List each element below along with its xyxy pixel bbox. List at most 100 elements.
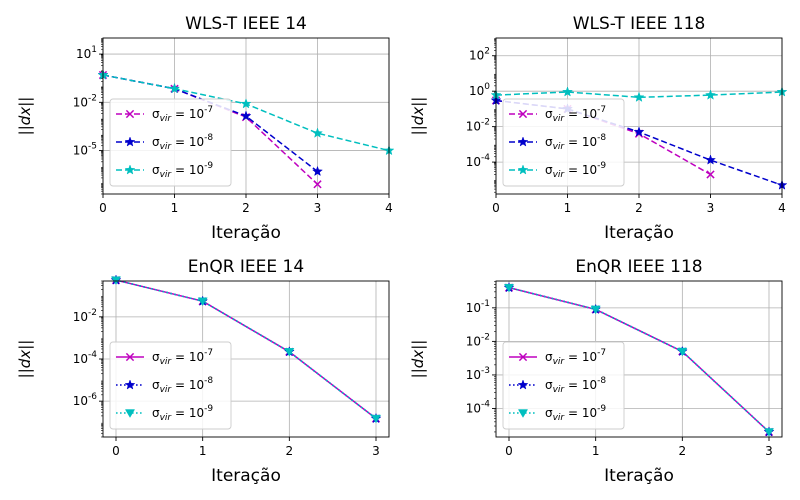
legend-label: σvir = 10-9: [152, 161, 213, 180]
data-point: [633, 91, 645, 102]
legend-box: [109, 98, 232, 187]
data-point: [312, 127, 323, 138]
legend-label: σvir = 10-9: [545, 404, 606, 423]
legend-marker: [125, 109, 135, 119]
chart-panel-3: 0 1 2 3 10-1 10-2 10-3 10-4 EnQR IEEE 118 Iteraçã…: [409, 257, 783, 486]
x-tick-label: 0: [505, 444, 513, 458]
plot-frame: [495, 280, 783, 438]
data-point: [284, 348, 295, 357]
x-axis-label: Iteração: [604, 466, 674, 486]
legend-label: σvir = 10-7: [152, 105, 213, 124]
y-tick-label: 10-2: [73, 308, 97, 324]
legend: σvir = 10-7 σvir = 10-8 σvir = 10-9: [109, 98, 232, 187]
x-tick-label: 2: [242, 201, 250, 215]
data-point: [562, 86, 573, 97]
y-axis-label: ||dx||: [16, 97, 34, 136]
legend-label: σvir = 10-7: [545, 105, 606, 124]
x-tick-label: 2: [635, 201, 643, 215]
legend-marker: [125, 352, 135, 362]
series-line: [115, 279, 377, 420]
data-point: [503, 283, 515, 293]
series-2: [503, 283, 775, 437]
x-tick-label: 0: [112, 444, 120, 458]
x-tick-label: 0: [99, 201, 107, 215]
x-tick-label: 0: [492, 201, 500, 215]
x-tick-label: 1: [171, 201, 179, 215]
x-tick-label: 2: [679, 444, 687, 458]
legend-marker: [517, 379, 529, 390]
legend-label: σvir = 10-9: [545, 161, 606, 180]
y-tick-label: 10-6: [73, 392, 98, 408]
legend-box: [109, 341, 232, 430]
x-tick-label: 3: [765, 444, 773, 458]
data-point: [763, 428, 775, 437]
y-tick-label: 10-2: [466, 332, 490, 348]
data-point: [240, 110, 252, 121]
x-tick-label: 1: [564, 201, 572, 215]
y-tick-label: 10-3: [466, 366, 490, 382]
legend-marker: [124, 379, 136, 390]
legend-marker: [517, 409, 529, 418]
legend-marker: [518, 352, 528, 362]
y-tick-label: 10-1: [466, 299, 490, 315]
data-point: [370, 414, 382, 424]
series-line: [495, 91, 783, 99]
y-tick-label: 10-4: [466, 153, 491, 169]
data-point: [705, 89, 716, 100]
chart-panel-2: 0 1 2 3 10-2 10-4 10-6 EnQR IEEE 14 Iteração ||dx…: [16, 257, 390, 486]
legend-marker: [124, 409, 136, 418]
x-tick-label: 1: [199, 444, 207, 458]
legend-label: σvir = 10-9: [152, 404, 213, 423]
legend-label: σvir = 10-8: [545, 376, 606, 395]
legend: σvir = 10-7 σvir = 10-8 σvir = 10-9: [502, 98, 625, 187]
x-tick-label: 4: [778, 201, 786, 215]
legend: σvir = 10-7 σvir = 10-8 σvir = 10-9: [109, 341, 232, 430]
data-point: [312, 165, 323, 177]
x-tick-label: 3: [707, 201, 715, 215]
chart-panel-0: 0 1 2 3 4 101 10-2 10-5 WLS-T IEEE 14 Iteração ||d…: [16, 14, 395, 243]
x-tick-label: 1: [592, 444, 600, 458]
legend-box: [502, 341, 625, 430]
data-point: [240, 98, 252, 109]
data-point: [677, 347, 688, 357]
y-axis-label: ||dx||: [409, 340, 427, 379]
chart-panel-1: 0 1 2 3 4 102 100 10-2 10-4 WLS-T IEEE 118 Iteraçã…: [409, 14, 788, 243]
y-axis-label: ||dx||: [16, 340, 34, 379]
chart-title: EnQR IEEE 14: [188, 257, 304, 277]
y-tick-label: 10-2: [466, 118, 490, 134]
data-point: [313, 180, 322, 189]
x-axis-label: Iteração: [211, 223, 281, 243]
y-axis-label: ||dx||: [409, 97, 427, 136]
y-tick-label: 10-4: [73, 350, 98, 366]
legend-label: σvir = 10-8: [545, 133, 606, 152]
data-point: [169, 82, 180, 94]
x-tick-label: 3: [314, 201, 322, 215]
x-axis-label: Iteração: [211, 466, 281, 486]
x-tick-label: 3: [372, 444, 380, 458]
x-axis-label: Iteração: [604, 223, 674, 243]
chart-title: EnQR IEEE 118: [575, 257, 702, 277]
legend-label: σvir = 10-8: [152, 133, 213, 152]
y-tick-label: 10-4: [466, 399, 491, 415]
legend-marker: [518, 109, 528, 119]
y-tick-label: 101: [76, 45, 97, 61]
data-point: [705, 154, 716, 165]
chart-title: WLS-T IEEE 14: [185, 14, 307, 34]
legend-marker: [124, 136, 136, 147]
legend-marker: [517, 136, 529, 147]
x-tick-label: 4: [385, 201, 393, 215]
legend-label: σvir = 10-7: [545, 348, 606, 367]
y-tick-label: 10-2: [73, 93, 97, 109]
legend-label: σvir = 10-7: [152, 348, 213, 367]
data-point: [633, 126, 645, 137]
series-line: [508, 286, 770, 433]
y-tick-label: 10-5: [73, 142, 97, 158]
legend: σvir = 10-7 σvir = 10-8 σvir = 10-9: [502, 341, 625, 430]
data-point: [706, 170, 715, 179]
x-tick-label: 2: [286, 444, 294, 458]
legend-marker: [517, 164, 529, 175]
y-tick-label: 100: [469, 82, 490, 98]
legend-label: σvir = 10-8: [152, 376, 213, 395]
chart-title: WLS-T IEEE 118: [573, 14, 706, 34]
